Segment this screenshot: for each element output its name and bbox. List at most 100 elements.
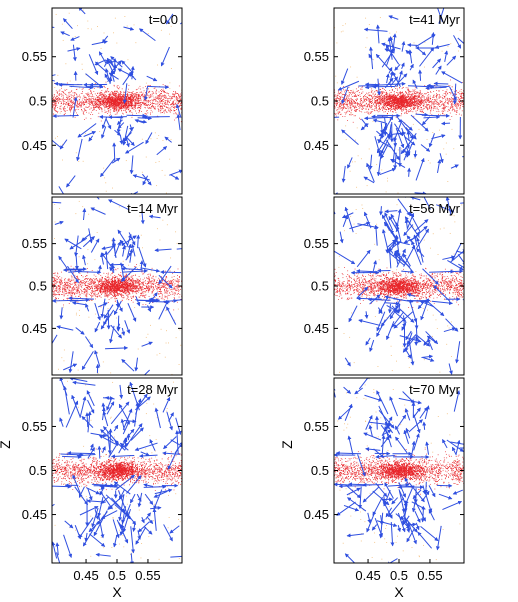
particle-disk bbox=[159, 104, 160, 105]
particle-disk bbox=[121, 104, 122, 106]
particle-disk bbox=[450, 100, 452, 102]
particle-disk bbox=[169, 96, 171, 98]
particle-disk bbox=[85, 287, 87, 288]
particle-disk bbox=[94, 105, 96, 107]
particle-core bbox=[117, 99, 119, 101]
velocity-arrow bbox=[134, 119, 144, 124]
particle-disk bbox=[375, 102, 377, 104]
particle-disk bbox=[426, 108, 428, 109]
particle-disk bbox=[129, 273, 130, 275]
particle-core bbox=[126, 108, 128, 110]
particle-core bbox=[387, 101, 389, 103]
particle-disk bbox=[438, 109, 439, 111]
particle-disk bbox=[348, 110, 350, 112]
particle-core bbox=[128, 101, 130, 103]
outflow-arrow bbox=[418, 69, 423, 81]
particle-disk bbox=[73, 101, 74, 103]
particle-disk bbox=[71, 106, 73, 107]
particle-disk bbox=[67, 95, 69, 97]
particle-disk bbox=[169, 102, 170, 103]
particle-core bbox=[101, 100, 103, 102]
particle-core bbox=[125, 111, 127, 113]
particle-disk bbox=[68, 91, 70, 93]
velocity-arrow bbox=[176, 113, 181, 131]
particle-disk bbox=[437, 103, 439, 105]
particle-disk bbox=[63, 109, 65, 111]
particle-disk bbox=[427, 104, 428, 105]
particle-core bbox=[422, 100, 424, 102]
particle-core bbox=[115, 107, 117, 109]
particle-disk bbox=[166, 103, 168, 105]
particle-disk bbox=[71, 96, 73, 98]
particle-disk bbox=[406, 113, 408, 114]
particle-disk bbox=[124, 286, 126, 288]
particle-disk bbox=[116, 111, 118, 113]
particle-core bbox=[413, 107, 415, 109]
particle-disk bbox=[94, 93, 96, 95]
particle-disk bbox=[376, 102, 377, 104]
particle-disk bbox=[353, 93, 355, 94]
outflow-arrow bbox=[116, 115, 123, 134]
particle-disk bbox=[350, 100, 352, 101]
particle-sparse bbox=[345, 139, 347, 141]
particle-disk bbox=[146, 98, 148, 100]
particle-sparse bbox=[171, 373, 173, 375]
particle-core bbox=[382, 98, 384, 100]
particle-disk bbox=[350, 102, 352, 103]
particle-disk bbox=[462, 103, 464, 105]
outflow-arrow bbox=[400, 119, 413, 131]
particle-disk bbox=[158, 109, 160, 111]
velocity-arrow bbox=[142, 173, 152, 186]
stream-arrow bbox=[137, 116, 153, 121]
particle-core bbox=[115, 106, 117, 108]
particle-disk bbox=[148, 100, 150, 102]
velocity-arrow bbox=[388, 15, 399, 20]
particle-core bbox=[380, 103, 382, 105]
particle-core bbox=[386, 94, 388, 96]
particle-core bbox=[115, 92, 117, 94]
particle-disk bbox=[128, 289, 129, 291]
particle-sparse bbox=[460, 91, 462, 93]
particle-disk bbox=[157, 97, 159, 99]
particle-disk bbox=[346, 106, 348, 108]
particle-core bbox=[392, 102, 394, 104]
particle-core bbox=[389, 99, 391, 101]
particle-disk bbox=[375, 108, 377, 109]
particle-core bbox=[411, 97, 413, 99]
particle-sparse bbox=[62, 159, 63, 161]
particle-disk bbox=[139, 91, 141, 93]
particle-disk bbox=[59, 107, 61, 109]
disk-particles bbox=[52, 264, 182, 311]
outflow-arrow bbox=[385, 73, 390, 84]
particle-core bbox=[386, 101, 388, 103]
particle-disk bbox=[349, 102, 351, 104]
particle-disk bbox=[355, 115, 356, 117]
particle-sparse bbox=[115, 317, 117, 319]
particle-disk bbox=[159, 94, 160, 95]
velocity-arrow bbox=[145, 132, 153, 145]
particle-disk bbox=[417, 96, 419, 98]
particle-disk bbox=[420, 110, 421, 112]
particle-disk bbox=[355, 95, 357, 97]
particle-disk bbox=[83, 101, 85, 102]
particle-disk bbox=[63, 108, 65, 110]
particle-sparse bbox=[164, 356, 166, 358]
particle-disk bbox=[450, 93, 452, 95]
particle-disk bbox=[141, 111, 142, 112]
particle-disk bbox=[97, 116, 99, 118]
particle-disk bbox=[104, 100, 106, 102]
particle-disk bbox=[96, 279, 98, 281]
particle-disk bbox=[368, 101, 370, 102]
particle-disk bbox=[107, 113, 108, 114]
particle-disk bbox=[73, 103, 75, 105]
particle-disk bbox=[360, 98, 361, 100]
particle-disk bbox=[410, 111, 412, 112]
particle-disk bbox=[115, 269, 117, 271]
particle-disk bbox=[67, 101, 69, 102]
particle-core bbox=[389, 96, 391, 98]
particle-disk bbox=[93, 100, 95, 102]
particle-sparse bbox=[87, 28, 89, 30]
particle-disk bbox=[368, 92, 370, 93]
particle-disk bbox=[71, 105, 73, 107]
particle-disk bbox=[160, 93, 161, 94]
